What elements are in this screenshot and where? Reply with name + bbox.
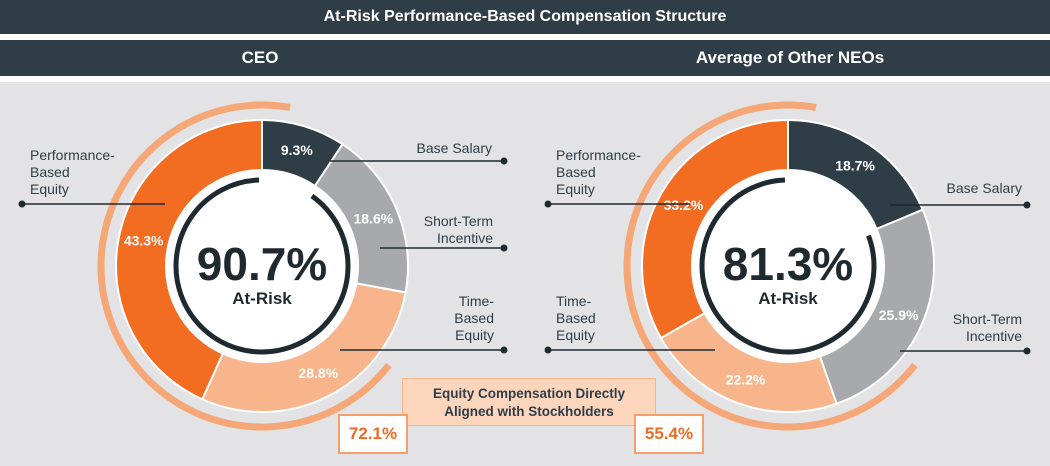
neo-slice-label-base-salary: 18.7%: [835, 157, 875, 173]
neo-section-title: Average of Other NEOs: [695, 48, 885, 67]
ceo-at-risk-ring: [173, 177, 351, 355]
ceo-slice-label-base-salary: 9.3%: [281, 142, 313, 158]
ceo-legend-performance-based-equity-line-1: Performance-: [30, 147, 115, 163]
ceo-legend-time-based-equity-line-3: Equity: [455, 327, 494, 343]
ceo-equity-aligned-value: 72.1%: [338, 414, 408, 454]
neo-legend-performance-based-equity-line-3: Equity: [556, 181, 595, 197]
neo-leader-dot-short-term-incentive: [1023, 347, 1031, 355]
ceo-legend-time-based-equity-line-1: Time-: [459, 293, 495, 309]
ceo-leader-dot-short-term-incentive: [500, 244, 508, 252]
neo-center-value: 81.3%: [723, 238, 853, 290]
neo-legend-performance-based-equity-line-2: Based: [556, 164, 596, 180]
neo-slice-label-time-based-equity: 22.2%: [726, 371, 766, 387]
ceo-accent-arc: [97, 101, 392, 431]
ceo-slice-label-short-term-incentive: 18.6%: [353, 211, 393, 227]
neo-legend-short-term-incentive-line-1: Short-Term: [953, 311, 1022, 327]
neo-center-label: At-Risk: [758, 289, 818, 308]
neo-leader-dot-base-salary: [1023, 201, 1031, 209]
ceo-section-title: CEO: [241, 48, 279, 67]
ceo-legend-short-term-incentive-line-1: Short-Term: [424, 213, 493, 229]
neo-leader-dot-time-based-equity: [544, 346, 552, 354]
ceo-slice-label-performance-based-equity: 43.3%: [124, 233, 164, 249]
neo-slice-label-performance-based-equity: 33.2%: [664, 197, 704, 213]
neo-ring-gap: [787, 177, 866, 226]
ceo-leader-dot-time-based-equity: [500, 346, 508, 354]
neo-equity-aligned-value: 55.4%: [634, 414, 704, 454]
neo-legend-short-term-incentive-line-2: Incentive: [966, 328, 1022, 344]
callout-line-1: Equity Compensation Directly: [432, 386, 626, 401]
neo-inner-disk: [693, 171, 883, 361]
ceo-center-label: At-Risk: [232, 289, 292, 308]
neo-at-risk-ring: [699, 177, 877, 355]
ceo-legend-short-term-incentive-line-2: Incentive: [437, 230, 493, 246]
ceo-slice-time-based-equity: [201, 282, 407, 413]
ceo-legend-time-based-equity-line-2: Based: [454, 310, 494, 326]
neo-legend-time-based-equity-line-2: Based: [556, 310, 596, 326]
equity-callout: Equity Compensation Directly Aligned wit…: [402, 378, 656, 426]
ceo-inner-disk: [167, 171, 357, 361]
neo-legend-performance-based-equity-line-1: Performance-: [556, 147, 641, 163]
ceo-center-value: 90.7%: [197, 238, 327, 290]
ceo-legend-base-salary-line-1: Base Salary: [417, 140, 492, 156]
ceo-slice-label-time-based-equity: 28.8%: [298, 365, 338, 381]
neo-slice-label-short-term-incentive: 25.9%: [879, 307, 919, 323]
neo-accent-arc: [623, 101, 918, 431]
ceo-leader-dot-performance-based-equity: [18, 200, 26, 208]
ceo-legend-performance-based-equity-line-2: Based: [30, 164, 70, 180]
neo-slice-performance-based-equity: [641, 118, 789, 340]
neo-legend-base-salary-line-1: Base Salary: [947, 180, 1022, 196]
ceo-legend-performance-based-equity-line-3: Equity: [30, 181, 69, 197]
ceo-slice-performance-based-equity: [115, 118, 263, 401]
section-header-bar: CEO Average of Other NEOs: [0, 40, 1050, 76]
callout-line-2: Aligned with Stockholders: [444, 404, 614, 419]
main-title: At-Risk Performance-Based Compensation S…: [0, 0, 1050, 34]
ceo-ring-gap: [261, 177, 303, 192]
neo-legend-time-based-equity-line-3: Equity: [556, 327, 595, 343]
ceo-leader-dot-base-salary: [500, 157, 508, 165]
neo-legend-time-based-equity-line-1: Time-: [556, 293, 592, 309]
neo-leader-dot-performance-based-equity: [544, 200, 552, 208]
